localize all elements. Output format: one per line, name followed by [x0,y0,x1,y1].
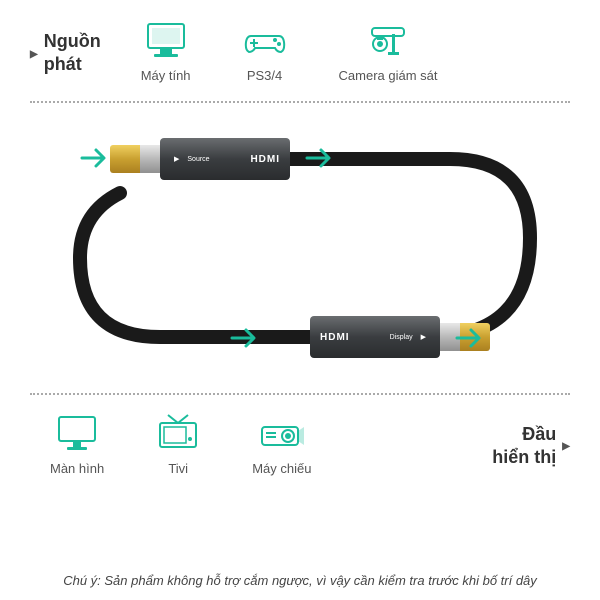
infographic-container: Nguồn phát Máy tính [0,0,600,600]
projector-icon [258,413,306,453]
hdmi-text-source: HDMI [250,154,280,165]
arrow-icon [305,146,335,170]
display-text: Display [390,334,413,341]
display-devices: Màn hình Tivi [50,413,311,476]
tip-gold [110,145,140,173]
arrow-icon [455,326,485,350]
arrow-icon [230,326,260,350]
connector-source-body: ▶ Source HDMI [160,138,290,180]
hdmi-text-display: HDMI [320,332,350,343]
source-marker: ▶ [174,155,179,163]
device-tv: Tivi [154,413,202,476]
connector-display-body: HDMI Display ▶ [310,316,440,358]
cable-diagram: ▶ Source HDMI HDMI Display ▶ [30,93,570,403]
device-projector: Máy chiếu [252,413,311,476]
source-heading: Nguồn phát [30,20,101,77]
gamepad-icon [241,20,289,60]
source-heading-text: Nguồn phát [44,30,101,77]
source-text: Source [187,156,209,163]
display-heading-text: Đầu hiển thị [492,423,556,470]
device-ps: PS3/4 [241,20,289,83]
tv-icon [154,413,202,453]
display-marker: ▶ [421,333,426,341]
device-monitor: Màn hình [50,413,104,476]
device-computer: Máy tính [141,20,191,83]
device-computer-label: Máy tính [141,68,191,83]
connector-source: ▶ Source HDMI [110,138,290,180]
display-heading: Đầu hiển thị [492,413,570,470]
source-section: Nguồn phát Máy tính [30,20,570,83]
device-camera-label: Camera giám sát [339,68,438,83]
monitor-icon [53,413,101,453]
device-projector-label: Máy chiếu [252,461,311,476]
connector-source-tip [110,145,160,173]
display-section: Màn hình Tivi [30,413,570,476]
camera-icon [364,20,412,60]
source-devices: Máy tính PS3/4 [141,20,438,83]
tip-silver [140,145,160,173]
footnote: Chú ý: Sản phẩm không hỗ trợ cắm ngược, … [0,573,600,588]
connector-display: HDMI Display ▶ [260,316,440,358]
device-monitor-label: Màn hình [50,461,104,476]
computer-icon [142,20,190,60]
device-ps-label: PS3/4 [247,68,282,83]
device-camera: Camera giám sát [339,20,438,83]
device-tv-label: Tivi [168,461,188,476]
arrow-icon [80,146,110,170]
